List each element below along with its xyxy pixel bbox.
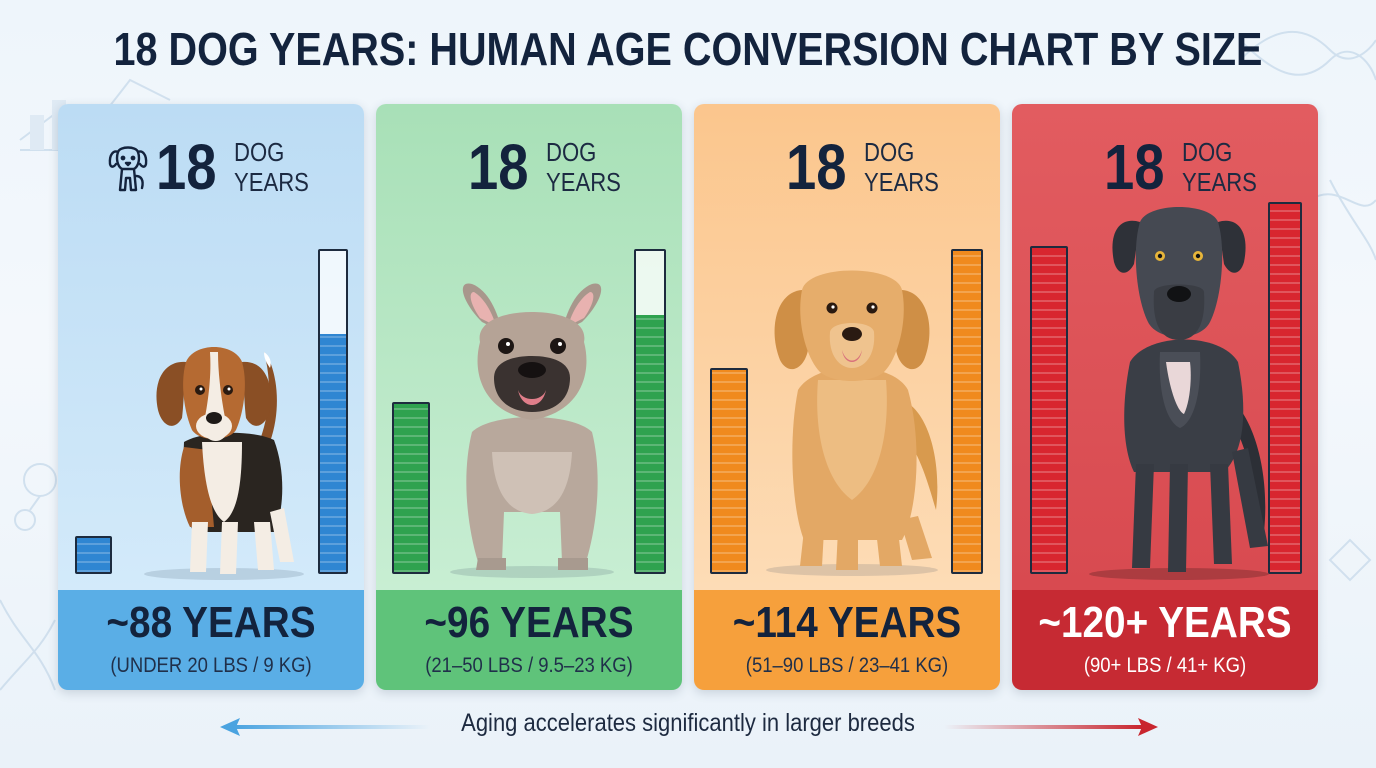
card-top-panel: 18 DOG YEARS bbox=[694, 104, 1000, 590]
card-bottom-panel: ~114 YEARS (51–90 LBS / 23–41 KG) bbox=[694, 590, 1000, 690]
card-bottom-panel: ~96 YEARS (21–50 LBS / 9.5–23 KG) bbox=[376, 590, 682, 690]
card-top-panel: 18 DOG YEARS bbox=[58, 104, 364, 590]
breed-card-large: 18 DOG YEARS bbox=[694, 104, 1000, 690]
small-age-bar bbox=[710, 368, 748, 574]
tall-age-bar-fill bbox=[1270, 204, 1300, 572]
great-dane-illustration bbox=[1089, 207, 1269, 580]
dog-years-number: 18 bbox=[1104, 131, 1165, 203]
breed-card-small: 18 DOG YEARS bbox=[58, 104, 364, 690]
weight-range: (UNDER 20 LBS / 9 KG) bbox=[110, 654, 312, 677]
card-bottom-panel: ~88 YEARS (UNDER 20 LBS / 9 KG) bbox=[58, 590, 364, 690]
human-years-value: ~88 YEARS bbox=[106, 598, 316, 647]
card-bottom-panel: ~120+ YEARS (90+ LBS / 41+ KG) bbox=[1012, 590, 1318, 690]
card-top-panel: 18 DOG YEARS bbox=[1012, 104, 1318, 590]
dog-label-line2: YEARS bbox=[234, 167, 309, 197]
page-title: 18 DOG YEARS: HUMAN AGE CONVERSION CHART… bbox=[113, 23, 1263, 75]
card-top-panel: 18 DOG YEARS bbox=[376, 104, 682, 590]
beagle-illustration bbox=[144, 347, 304, 580]
right-arrow-icon bbox=[944, 718, 1158, 736]
weight-range: (21–50 LBS / 9.5–23 KG) bbox=[425, 654, 633, 677]
dog-label-line2: YEARS bbox=[546, 167, 621, 197]
breed-card-giant: 18 DOG YEARS bbox=[1012, 104, 1318, 690]
tall-age-bar-fill bbox=[953, 251, 981, 572]
weight-range: (51–90 LBS / 23–41 KG) bbox=[745, 654, 949, 677]
human-years-value: ~120+ YEARS bbox=[1038, 598, 1292, 647]
dog-label-line2: YEARS bbox=[864, 167, 939, 197]
dog-years-label: DOG YEARS bbox=[546, 137, 621, 197]
french-bulldog-illustration bbox=[450, 283, 614, 578]
card-header: 18 DOG YEARS bbox=[106, 132, 322, 202]
left-arrow-icon bbox=[220, 718, 430, 736]
dog-label-line2: YEARS bbox=[1182, 167, 1257, 197]
dog-label-line1: DOG bbox=[546, 137, 597, 167]
dog-outline-icon bbox=[108, 146, 148, 192]
dog-label-line1: DOG bbox=[1182, 137, 1233, 167]
small-age-bar bbox=[75, 536, 112, 574]
tall-age-bar-fill bbox=[320, 334, 346, 572]
dog-years-label: DOG YEARS bbox=[864, 137, 939, 197]
dog-years-number: 18 bbox=[156, 131, 217, 203]
human-years-value: ~96 YEARS bbox=[424, 598, 634, 647]
tall-age-bar bbox=[634, 249, 666, 574]
footer-caption: Aging accelerates significantly in large… bbox=[461, 709, 915, 737]
dog-years-label: DOG YEARS bbox=[234, 137, 309, 197]
tall-age-bar-fill bbox=[636, 315, 664, 572]
small-age-bar bbox=[1030, 246, 1068, 574]
tall-age-bar bbox=[318, 249, 348, 574]
golden-retriever-illustration bbox=[766, 270, 938, 576]
tall-age-bar bbox=[1268, 202, 1302, 574]
human-years-value: ~114 YEARS bbox=[732, 598, 962, 647]
dog-label-line1: DOG bbox=[234, 137, 285, 167]
dog-years-label: DOG YEARS bbox=[1182, 137, 1257, 197]
small-age-bar bbox=[392, 402, 430, 574]
dog-label-line1: DOG bbox=[864, 137, 915, 167]
card-header: 18 DOG YEARS bbox=[1104, 132, 1270, 202]
weight-range: (90+ LBS / 41+ KG) bbox=[1083, 654, 1247, 677]
dog-years-number: 18 bbox=[468, 131, 529, 203]
breed-card-medium: 18 DOG YEARS bbox=[376, 104, 682, 690]
card-header: 18 DOG YEARS bbox=[468, 132, 634, 202]
dog-years-number: 18 bbox=[786, 131, 847, 203]
tall-age-bar bbox=[951, 249, 983, 574]
card-header: 18 DOG YEARS bbox=[786, 132, 952, 202]
